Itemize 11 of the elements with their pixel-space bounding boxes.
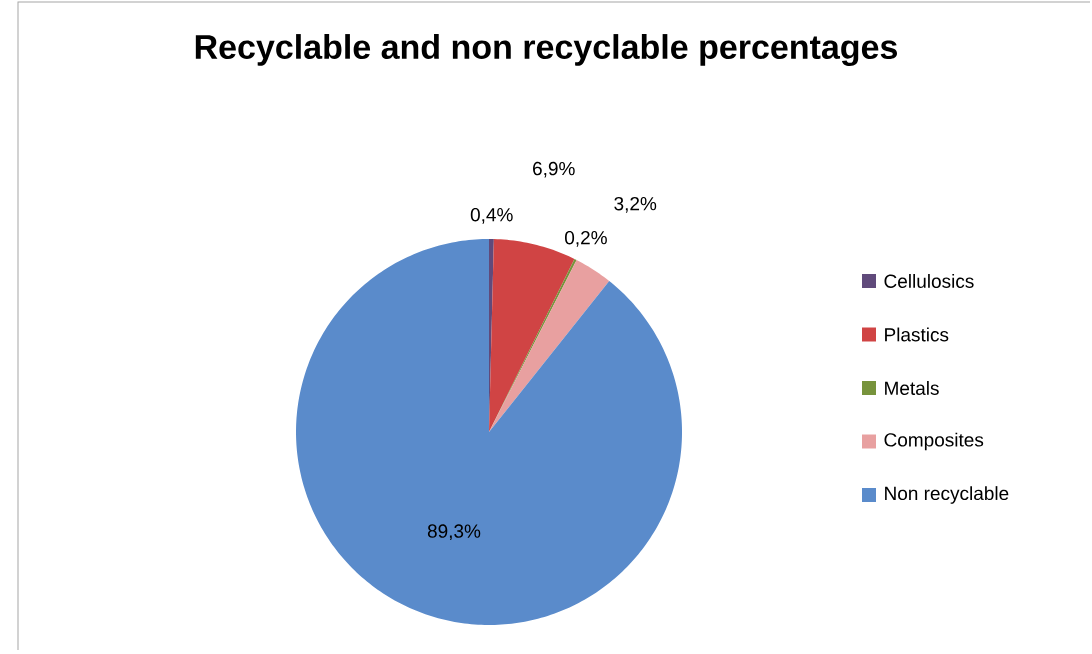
- legend-label: Plastics: [885, 327, 949, 342]
- legend-label: Composites: [884, 432, 984, 451]
- data-label: 3,2%: [614, 196, 657, 213]
- chart-title: Recyclable and non recyclable percentages: [195, 34, 897, 66]
- legend-label: Cellulosics: [884, 274, 974, 288]
- data-label: 6,9%: [533, 161, 575, 178]
- legend-label: Metals: [885, 381, 939, 395]
- legend-label: Non recyclable: [885, 486, 1009, 504]
- data-label: 0,2%: [565, 230, 607, 247]
- data-label: 89,3%: [427, 524, 481, 541]
- data-label: 0,4%: [470, 208, 513, 224]
